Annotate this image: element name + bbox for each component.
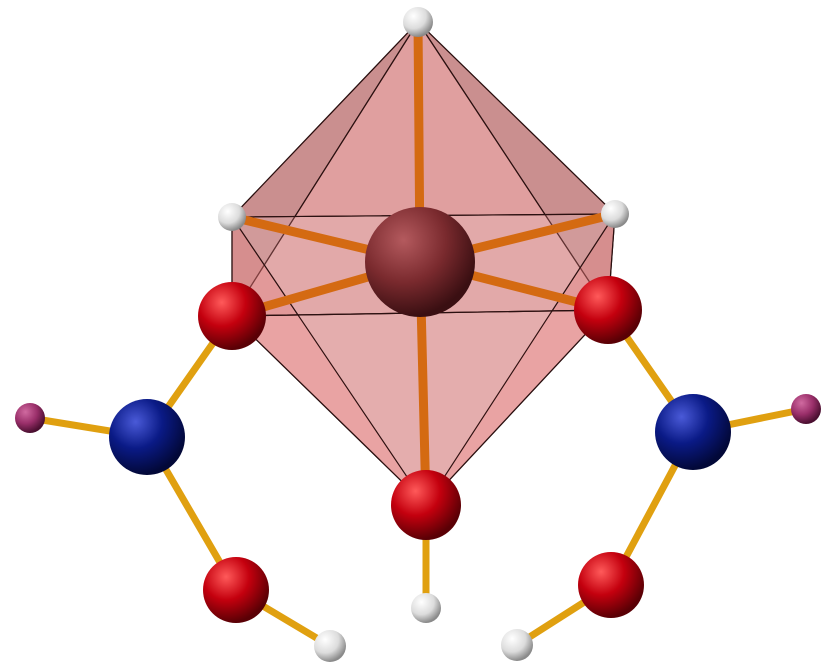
atom-oxygen-left — [198, 282, 266, 350]
atom-oxygen-lower-left — [203, 557, 269, 623]
atoms — [15, 7, 821, 662]
atom-oxygen-bottom — [391, 470, 461, 540]
atom-hydrogen-top — [403, 7, 433, 37]
atom-oxygen-lower-right — [578, 552, 644, 618]
atom-nitrogen-right — [655, 394, 731, 470]
atom-hydrogen-left — [218, 203, 246, 231]
atom-oxygen-right — [574, 276, 642, 344]
atom-nitrogen-left — [109, 399, 185, 475]
atom-hydrogen-right — [601, 200, 629, 228]
atom-hydrogen-bottom — [411, 593, 441, 623]
atom-small-magenta-left — [15, 403, 45, 433]
atom-metal-center — [365, 207, 475, 317]
atom-hydrogen-lower-left — [314, 630, 346, 662]
atom-small-magenta-right — [791, 394, 821, 424]
atom-hydrogen-lower-right — [501, 629, 533, 661]
